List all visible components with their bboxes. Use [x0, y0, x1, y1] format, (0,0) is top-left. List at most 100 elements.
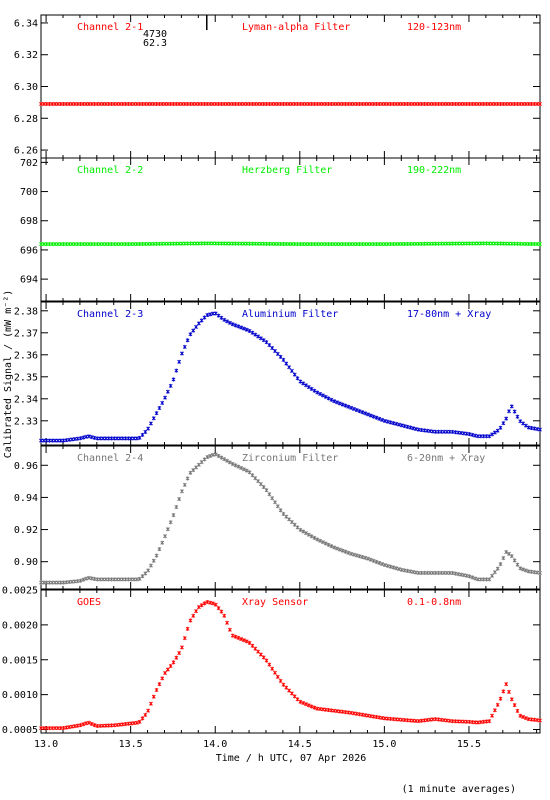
data-point [55, 726, 60, 731]
data-point [72, 101, 77, 106]
data-point [301, 701, 306, 706]
data-point [461, 241, 466, 246]
data-point [70, 437, 74, 442]
data-point [72, 242, 77, 247]
data-point [425, 101, 430, 106]
data-point [140, 432, 145, 437]
data-point [292, 101, 297, 106]
data-point [318, 101, 323, 106]
data-point [298, 379, 303, 384]
data-point [445, 570, 449, 575]
data-point [304, 242, 308, 247]
data-point [326, 242, 331, 247]
data-point [180, 101, 184, 106]
data-point [109, 577, 114, 582]
data-point [261, 241, 266, 246]
data-point [425, 570, 430, 575]
data-point [304, 531, 308, 536]
data-point [478, 434, 483, 439]
panel-channel-label: Channel 2-4 [77, 453, 143, 464]
series-2 [39, 241, 542, 247]
data-point [270, 666, 275, 671]
data-point [422, 101, 427, 106]
data-point [490, 101, 494, 106]
data-point [126, 101, 131, 106]
data-point [538, 718, 542, 723]
data-point [258, 336, 263, 341]
data-point [315, 390, 320, 395]
data-point [44, 726, 49, 731]
data-point [394, 566, 399, 571]
data-point [284, 514, 289, 519]
data-point [509, 241, 514, 246]
data-point [349, 710, 354, 715]
data-point [337, 242, 342, 247]
data-point [464, 241, 469, 246]
data-point [366, 713, 370, 718]
data-point [433, 241, 438, 246]
data-point [168, 383, 173, 388]
data-point [487, 241, 492, 246]
data-point [439, 717, 444, 722]
data-point [146, 568, 151, 573]
data-point [411, 569, 416, 574]
panel-frame [40, 157, 541, 302]
data-point [312, 242, 317, 247]
data-point [467, 432, 472, 437]
data-point [495, 428, 500, 433]
data-point [44, 242, 49, 247]
data-point [368, 714, 373, 719]
data-point [529, 569, 534, 574]
data-point [264, 340, 269, 345]
data-point [335, 546, 339, 551]
data-point [515, 562, 520, 567]
data-point [388, 242, 393, 247]
data-point [213, 452, 218, 457]
data-point [236, 464, 241, 469]
data-point [371, 714, 376, 719]
data-point [98, 436, 103, 441]
data-point [205, 101, 210, 106]
data-point [484, 434, 489, 439]
data-point [47, 101, 52, 106]
data-point [199, 318, 204, 323]
data-point [278, 354, 283, 359]
data-point [284, 685, 289, 690]
data-point [450, 429, 455, 434]
data-point [304, 702, 308, 707]
data-point [298, 527, 303, 532]
data-point [312, 388, 317, 393]
data-point [337, 401, 342, 406]
data-point [416, 101, 421, 106]
data-point [301, 101, 306, 106]
data-point [58, 242, 63, 247]
data-point [301, 381, 306, 386]
data-point [456, 572, 461, 577]
data-point [445, 429, 449, 434]
data-point [456, 241, 461, 246]
data-point [368, 242, 373, 247]
data-point [194, 101, 198, 106]
data-point [230, 322, 235, 327]
data-point [84, 576, 89, 581]
data-point [492, 430, 497, 435]
data-point [70, 101, 74, 106]
data-point [515, 414, 520, 419]
data-point [436, 429, 441, 434]
y-tick-label: 2.33 [14, 416, 38, 427]
data-point [335, 400, 339, 405]
data-point [233, 101, 238, 106]
data-point [244, 639, 249, 644]
data-point [132, 436, 136, 441]
data-point [242, 101, 246, 106]
data-point [281, 512, 286, 517]
data-point [132, 242, 136, 247]
data-point [439, 241, 444, 246]
data-point [419, 718, 424, 723]
data-point [225, 458, 229, 463]
data-point [422, 570, 427, 575]
data-point [391, 101, 396, 106]
data-point [388, 564, 393, 569]
data-point [120, 436, 125, 441]
data-point [50, 101, 55, 106]
